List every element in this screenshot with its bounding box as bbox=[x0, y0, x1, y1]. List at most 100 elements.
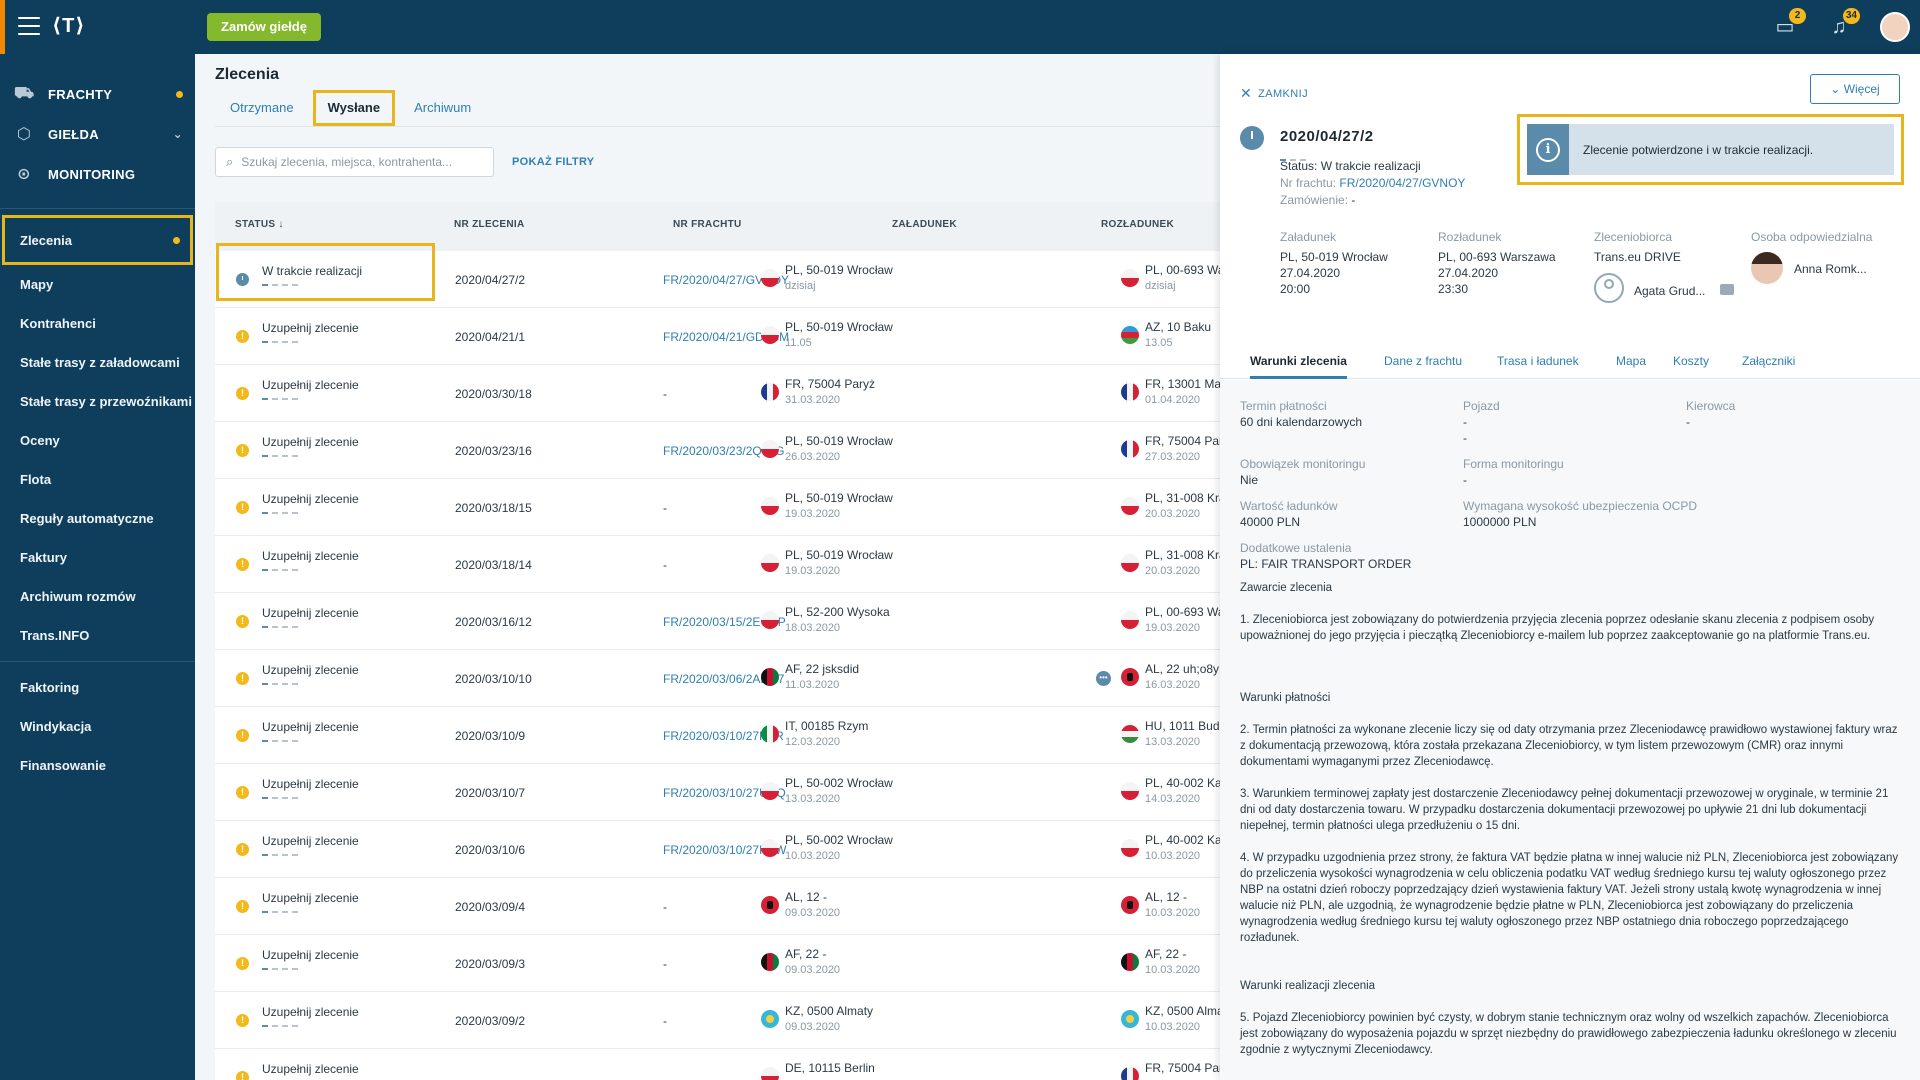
chat-icon[interactable] bbox=[1720, 284, 1734, 295]
sidebar-item-frachty[interactable]: ⛟ FRACHTY bbox=[0, 74, 195, 114]
loading-location: AF, 22 jsksdid 11.03.2020 bbox=[785, 662, 859, 691]
freight-number-link[interactable]: FR/2020/03/10/27FRR bbox=[663, 729, 784, 743]
status-text: Uzupełnij zlecenie bbox=[262, 435, 359, 449]
table-row[interactable]: W trakcie realizacji 2020/04/27/2 FR/2020/… bbox=[215, 251, 1220, 308]
contractor-person[interactable]: Agata Grud... bbox=[1634, 284, 1706, 298]
loading-location: FR, 75004 Paryż 31.03.2020 bbox=[785, 377, 875, 406]
summary-unloading: Rozładunek PL, 00-693 Warszawa 27.04.202… bbox=[1438, 229, 1556, 297]
freight-number-link[interactable]: FR/2020/03/10/27URQ bbox=[663, 786, 786, 800]
sidebar-item-archiwum-rozmow[interactable]: Archiwum rozmów bbox=[0, 577, 195, 616]
sidebar-item-windykacja[interactable]: Windykacja bbox=[0, 707, 195, 746]
table-row[interactable]: ! Uzupełnij zlecenie 2020/03/09/2 - KZ, 0500… bbox=[215, 992, 1220, 1049]
sidebar-item-zlecenia[interactable]: Zlecenia bbox=[2, 215, 193, 265]
sidebar-item-flota[interactable]: Flota bbox=[0, 460, 195, 499]
table-row[interactable]: ! Uzupełnij zlecenie 2020/03/18/15 - PL, 50-… bbox=[215, 479, 1220, 536]
freight-link[interactable]: FR/2020/04/27/GVNOY bbox=[1339, 176, 1466, 190]
more-button[interactable]: ⌄ Więcej bbox=[1810, 74, 1900, 104]
column-header-unloading[interactable]: ROZŁADUNEK bbox=[1101, 219, 1174, 230]
location-place: PL, 50-019 Wrocław bbox=[785, 434, 893, 448]
tab-koszty[interactable]: Koszty bbox=[1673, 354, 1710, 368]
table-row[interactable]: ! Uzupełnij zlecenie 2020/03/18/14 - PL, 50-… bbox=[215, 536, 1220, 593]
column-header-freight-number[interactable]: NR FRACHTU bbox=[673, 219, 742, 230]
terms-paragraph: 3. Warunkiem terminowej zapłaty jest dos… bbox=[1240, 788, 1889, 832]
avatar bbox=[1751, 252, 1783, 284]
tab-trasa-i-ladunek[interactable]: Trasa i ładunek bbox=[1497, 354, 1579, 368]
field-insurance: Wymagana wysokość ubezpieczenia OCPD 1000… bbox=[1463, 499, 1697, 529]
tab-wyslane[interactable]: Wysłane bbox=[312, 90, 396, 126]
sidebar-item-faktury[interactable]: Faktury bbox=[0, 538, 195, 577]
field-payment-term: Termin płatności 60 dni kalendarzowych bbox=[1240, 399, 1363, 429]
column-header-loading[interactable]: ZAŁADUNEK bbox=[892, 219, 957, 230]
orders-list-area: Zlecenia Otrzymane Wysłane Archiwum ⌕ PO… bbox=[195, 54, 1220, 1080]
table-row[interactable]: ! Uzupełnij zlecenie 2020/03/10/10 FR/2020/… bbox=[215, 650, 1220, 707]
status-text: W trakcie realizacji bbox=[262, 264, 363, 278]
field-monitoring-form: Forma monitoringu - bbox=[1463, 457, 1564, 487]
user-avatar[interactable] bbox=[1880, 12, 1910, 42]
progress-dashes bbox=[262, 683, 302, 686]
table-row[interactable]: ! Uzupełnij zlecenie 2020/04/21/1 FR/2020/0… bbox=[215, 308, 1220, 365]
loading-location: AL, 12 - 09.03.2020 bbox=[785, 890, 840, 919]
notifications-icon[interactable]: ♫ 34 bbox=[1826, 8, 1860, 40]
sidebar-item-stale-trasy-przewoznicy[interactable]: Stałe trasy z przewoźnikami bbox=[0, 382, 195, 421]
freight-number-link[interactable]: FR/2020/04/27/GVNOY bbox=[663, 273, 790, 287]
search-input[interactable] bbox=[241, 155, 472, 169]
location-place: PL, 40-002 Katow bbox=[1145, 833, 1220, 847]
sidebar-item-kontrahenci[interactable]: Kontrahenci bbox=[0, 304, 195, 343]
table-row[interactable]: ! Uzupełnij zlecenie 2020/03/09/3 - AF, 22 -… bbox=[215, 935, 1220, 992]
warning-icon: ! bbox=[236, 1071, 249, 1080]
freight-number-link[interactable]: FR/2020/03/23/2Q69G bbox=[663, 444, 785, 458]
sidebar-item-mapy[interactable]: Mapy bbox=[0, 265, 195, 304]
table-row[interactable]: ! Uzupełnij zlecenie 2020/03/10/7 FR/2020/0… bbox=[215, 764, 1220, 821]
table-row[interactable]: ! Uzupełnij zlecenie 2020/03/09/4 - AL, 12 -… bbox=[215, 878, 1220, 935]
sidebar-item-finansowanie[interactable]: Finansowanie bbox=[0, 746, 195, 785]
loading-location: PL, 50-002 Wrocław 10.03.2020 bbox=[785, 833, 893, 862]
flag-icon bbox=[1121, 497, 1139, 515]
sidebar-item-monitoring[interactable]: ⊙ MONITORING bbox=[0, 154, 195, 194]
sidebar-item-oceny[interactable]: Oceny bbox=[0, 421, 195, 460]
menu-icon[interactable] bbox=[18, 17, 40, 35]
sidebar-item-reguly[interactable]: Reguły automatyczne bbox=[0, 499, 195, 538]
location-place: AF, 22 jsksdid bbox=[785, 662, 860, 676]
freight-number-link[interactable]: FR/2020/04/21/GDH8M bbox=[663, 330, 790, 344]
tab-dane-z-frachtu[interactable]: Dane z frachtu bbox=[1384, 354, 1463, 368]
table-row[interactable]: ! Uzupełnij zlecenie DE, 10115 Berlin FR, 7… bbox=[215, 1049, 1220, 1080]
tab-zalaczniki[interactable]: Załączniki bbox=[1742, 354, 1796, 368]
order-number-cell: 2020/04/21/1 bbox=[455, 330, 526, 344]
order-number-cell: 2020/03/10/10 bbox=[455, 672, 532, 686]
responsible-name[interactable]: Anna Romk... bbox=[1794, 262, 1867, 276]
close-panel-button[interactable]: ✕ ZAMKNIJ bbox=[1240, 85, 1308, 102]
exchange-icon: ⬡ bbox=[16, 126, 32, 143]
tab-otrzymane[interactable]: Otrzymane bbox=[230, 100, 294, 115]
freight-label: Nr frachtu: bbox=[1280, 176, 1337, 190]
table-row[interactable]: ! Uzupełnij zlecenie 2020/03/30/18 - FR, 750… bbox=[215, 365, 1220, 422]
freight-number-link[interactable]: FR/2020/03/10/27FDW bbox=[663, 843, 787, 857]
flag-icon bbox=[1121, 383, 1139, 401]
table-row[interactable]: ! Uzupełnij zlecenie 2020/03/23/16 FR/2020/… bbox=[215, 422, 1220, 479]
messages-icon[interactable]: ▭ 2 bbox=[1772, 8, 1806, 40]
tab-archiwum[interactable]: Archiwum bbox=[414, 100, 472, 115]
detail-tabs: Warunki zlecenia Dane z frachtu Trasa i … bbox=[1220, 344, 1920, 379]
chat-icon[interactable]: ••• bbox=[1096, 671, 1111, 686]
order-exchange-button[interactable]: Zamów giełdę bbox=[207, 13, 321, 41]
tab-mapa[interactable]: Mapa bbox=[1616, 354, 1647, 368]
sidebar-item-faktoring[interactable]: Faktoring bbox=[0, 668, 195, 707]
show-filters-link[interactable]: POKAŻ FILTRY bbox=[512, 156, 595, 168]
flag-icon bbox=[1121, 1067, 1139, 1080]
column-header-status[interactable]: STATUS ↓ bbox=[235, 219, 284, 230]
freight-number-link[interactable]: FR/2020/03/06/2ADR7 bbox=[663, 672, 785, 686]
table-row[interactable]: ! Uzupełnij zlecenie 2020/03/16/12 FR/2020/… bbox=[215, 593, 1220, 650]
column-header-order-number[interactable]: NR ZLECENIA bbox=[454, 219, 525, 230]
warning-icon: ! bbox=[236, 615, 249, 628]
sidebar-item-gielda[interactable]: ⬡ GIEŁDA ⌄ bbox=[0, 114, 195, 154]
table-row[interactable]: ! Uzupełnij zlecenie 2020/03/10/9 FR/2020/0… bbox=[215, 707, 1220, 764]
contractor-name[interactable]: Trans.eu DRIVE bbox=[1594, 250, 1681, 264]
sidebar-item-stale-trasy-zaladowcy[interactable]: Stałe trasy z załadowcami bbox=[0, 343, 195, 382]
tab-warunki-zlecenia[interactable]: Warunki zlecenia bbox=[1250, 354, 1347, 379]
sidebar-item-trans-info[interactable]: Trans.INFO bbox=[0, 616, 195, 655]
freight-number-link[interactable]: FR/2020/03/15/2EUNP bbox=[663, 615, 786, 629]
table-row[interactable]: ! Uzupełnij zlecenie 2020/03/10/6 FR/2020/0… bbox=[215, 821, 1220, 878]
summary-date: 27.04.2020 bbox=[1280, 266, 1341, 280]
app-logo[interactable]: ⟨T⟩ bbox=[52, 15, 86, 37]
sidebar-item-label: Oceny bbox=[20, 433, 60, 448]
summary-place: PL, 50-019 Wrocław bbox=[1280, 250, 1388, 264]
